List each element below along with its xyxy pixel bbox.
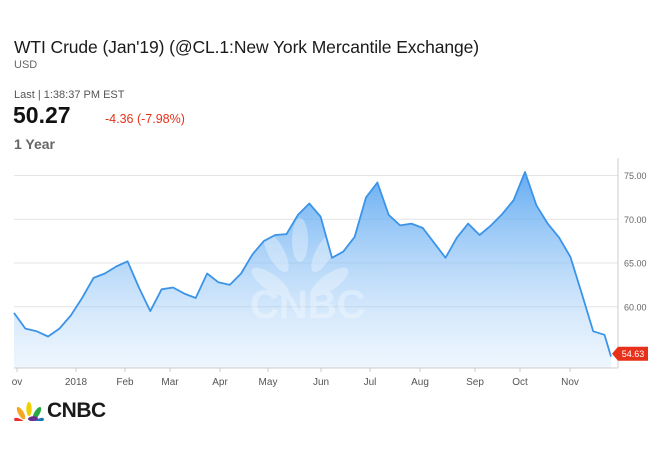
x-tick-label: Sep bbox=[466, 377, 484, 388]
x-tick-label: Oct bbox=[512, 377, 528, 388]
time-range-label: 1 Year bbox=[14, 136, 56, 152]
price-area bbox=[14, 172, 611, 368]
peacock-icon bbox=[14, 402, 44, 421]
cnbc-logo: CNBC bbox=[14, 399, 106, 423]
last-price: 50.27 bbox=[13, 102, 71, 128]
x-tick-label: Aug bbox=[411, 377, 429, 388]
price-change: -4.36 (-7.98%) bbox=[105, 112, 185, 126]
price-chart: CNBC 75.00 70.00 65.00 60.00 ov 2018 Feb Mar Ap… bbox=[12, 158, 648, 388]
cnbc-watermark: CNBC bbox=[250, 218, 366, 327]
y-tick-label: 70.00 bbox=[624, 215, 647, 225]
last-updated: Last | 1:38:37 PM EST bbox=[14, 89, 125, 101]
watermark-text: CNBC bbox=[250, 283, 366, 327]
x-tick-label: May bbox=[259, 377, 278, 388]
price-line bbox=[13, 171, 612, 357]
logo-text: CNBC bbox=[47, 399, 106, 422]
x-tick-label: Mar bbox=[161, 377, 179, 388]
current-price-marker: 54.63 bbox=[612, 346, 648, 361]
current-price-label: 54.63 bbox=[622, 349, 645, 359]
chart-title: WTI Crude (Jan'19) (@CL.1:New York Merca… bbox=[14, 37, 479, 57]
y-tick-label: 60.00 bbox=[624, 302, 647, 312]
y-tick-label: 75.00 bbox=[624, 171, 647, 181]
x-tick-label: Apr bbox=[212, 377, 228, 388]
currency-label: USD bbox=[14, 59, 38, 71]
x-tick-label: ov bbox=[12, 377, 23, 388]
x-tick-label: 2018 bbox=[65, 377, 88, 388]
x-tick-label: Jun bbox=[313, 377, 329, 388]
x-tick-label: Nov bbox=[561, 377, 579, 388]
current-price-flag bbox=[612, 346, 648, 361]
x-tick-label: Feb bbox=[116, 377, 134, 388]
y-tick-label: 65.00 bbox=[624, 259, 647, 269]
x-tick-label: Jul bbox=[364, 377, 377, 388]
